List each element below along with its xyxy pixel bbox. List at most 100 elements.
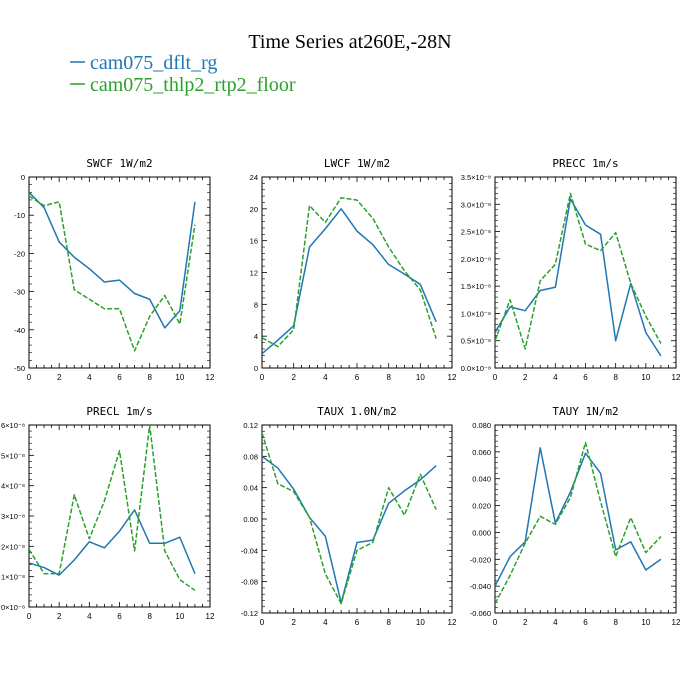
y-tick-label: 5×10⁻⁸ [1,451,25,460]
y-tick-label: 16 [250,237,258,246]
y-tick-label: -10 [14,211,25,220]
y-tick-label: -0.020 [470,555,491,564]
y-tick-label: -40 [14,326,25,335]
x-tick-label: 2 [523,373,528,382]
x-tick-label: 4 [553,373,558,382]
y-tick-label: 24 [250,173,258,182]
x-tick-label: 2 [523,618,528,627]
x-tick-label: 12 [448,618,457,627]
panels: SWCF 1W/m20 2 4 6 8 10 12-50-40-30-20-100LWCF … [1,157,681,627]
series-line-1 [29,191,196,329]
y-tick-label: 0.040 [472,475,491,484]
x-tick-label: 0 [27,373,32,382]
panel-title: TAUX 1.0N/m2 [317,405,396,418]
x-tick-label: 6 [583,618,588,627]
y-tick-label: -30 [14,288,25,297]
x-tick-label: 6 [355,618,360,627]
y-tick-label: 0.060 [472,448,491,457]
y-tick-label: 0 [254,364,258,373]
y-tick-label: 6×10⁻⁸ [1,421,25,430]
x-tick-label: 0 [260,373,265,382]
y-tick-label: 3×10⁻⁸ [1,512,25,521]
x-tick-label: 6 [583,373,588,382]
x-tick-label: 2 [57,373,62,382]
series-line-2 [29,425,196,591]
y-tick-label: 1×10⁻⁸ [1,573,25,582]
figure-title: Time Series at260E,-28N [248,31,451,53]
y-tick-label: 2.0×10⁻⁸ [461,255,491,264]
y-tick-label: 20 [250,205,258,214]
y-tick-label: -0.08 [241,578,258,587]
x-tick-label: 12 [448,373,457,382]
x-tick-label: 12 [206,373,215,382]
x-tick-label: 2 [291,618,296,627]
y-tick-label: 0.020 [472,502,491,511]
series-line-1 [495,198,662,357]
panel-title: LWCF 1W/m2 [324,157,390,170]
x-tick-label: 4 [323,373,328,382]
y-tick-label: 12 [250,269,258,278]
y-tick-label: 0.0×10⁻⁸ [461,364,491,373]
y-tick-label: 8 [254,300,258,309]
y-tick-label: 4×10⁻⁸ [1,482,25,491]
x-tick-label: 0 [27,612,32,621]
y-tick-label: 4 [254,332,258,341]
x-tick-label: 2 [57,612,62,621]
panel-6: TAUY 1N/m2 0 2 4 6 8 10 12 -0.060 -0.040 -0.020 0.0… [470,405,681,627]
panel-title: SWCF 1W/m2 [86,157,152,170]
y-tick-label: 0 [21,173,25,182]
y-tick-label: 3.0×10⁻⁸ [461,200,491,209]
panel-3: PRECC 1m/s 0 2 4 6 8 10 12 0.0×10⁻⁸ 0.5×10⁻⁸ 1.0×1… [461,157,681,382]
y-tick-label: 1.0×10⁻⁸ [461,309,491,318]
series-line-2 [262,432,437,605]
y-tick-label: 0.080 [472,421,491,430]
x-tick-label: 4 [87,373,92,382]
x-tick-label: 6 [117,612,122,621]
x-tick-label: 10 [416,373,425,382]
series-line-2 [29,195,196,352]
panel-4: PRECL 1m/s 0 2 4 6 8 10 12 0×10⁻⁸ 1×10⁻⁸ 2×10⁻⁸ 3×1… [1,405,215,621]
y-tick-label: -0.040 [470,582,491,591]
y-tick-label: 2.5×10⁻⁸ [461,228,491,237]
x-tick-label: 8 [386,373,391,382]
legend-label-1: cam075_dflt_rg [90,52,217,74]
y-tick-label: 3.5×10⁻⁸ [461,173,491,182]
y-tick-label: -20 [14,249,25,258]
y-tick-label: -50 [14,364,25,373]
x-tick-label: 10 [175,612,184,621]
x-tick-label: 4 [323,618,328,627]
y-tick-label: 0.12 [243,421,258,430]
series-line-1 [29,509,196,576]
x-tick-label: 2 [291,373,296,382]
y-tick-label: -0.060 [470,609,491,618]
panel-1: SWCF 1W/m2 0 2 4 6 8 10 12 -50 -40 -30 -20 -10 0 [14,157,215,382]
x-tick-label: 6 [355,373,360,382]
x-tick-label: 8 [386,618,391,627]
x-tick-label: 10 [175,373,184,382]
x-tick-label: 12 [672,373,681,382]
x-tick-label: 0 [493,618,498,627]
x-tick-label: 10 [641,618,650,627]
series-line-2 [495,192,662,350]
series-line-1 [262,208,437,355]
y-tick-label: -0.04 [241,546,258,555]
x-tick-label: 8 [613,618,618,627]
x-tick-label: 4 [87,612,92,621]
y-tick-label: 1.5×10⁻⁸ [461,282,491,291]
panel-5: TAUX 1.0N/m2 0 2 4 6 8 10 12 -0.12 -0.08 -0.04 0.00… [241,405,457,627]
x-tick-label: 10 [416,618,425,627]
y-tick-label: -0.12 [241,609,258,618]
y-tick-label: 2×10⁻⁸ [1,542,25,551]
x-tick-label: 0 [260,618,265,627]
series-line-2 [262,196,437,348]
y-tick-label: 0.08 [243,452,258,461]
x-tick-label: 10 [641,373,650,382]
y-tick-label: 0.000 [472,528,491,537]
y-tick-label: 0.00 [243,515,258,524]
y-tick-label: 0.04 [243,484,258,493]
figure-legend: cam075_dflt_rg cam075_thlp2_rtp2_floor [70,52,296,96]
panel-title: TAUY 1N/m2 [552,405,618,418]
